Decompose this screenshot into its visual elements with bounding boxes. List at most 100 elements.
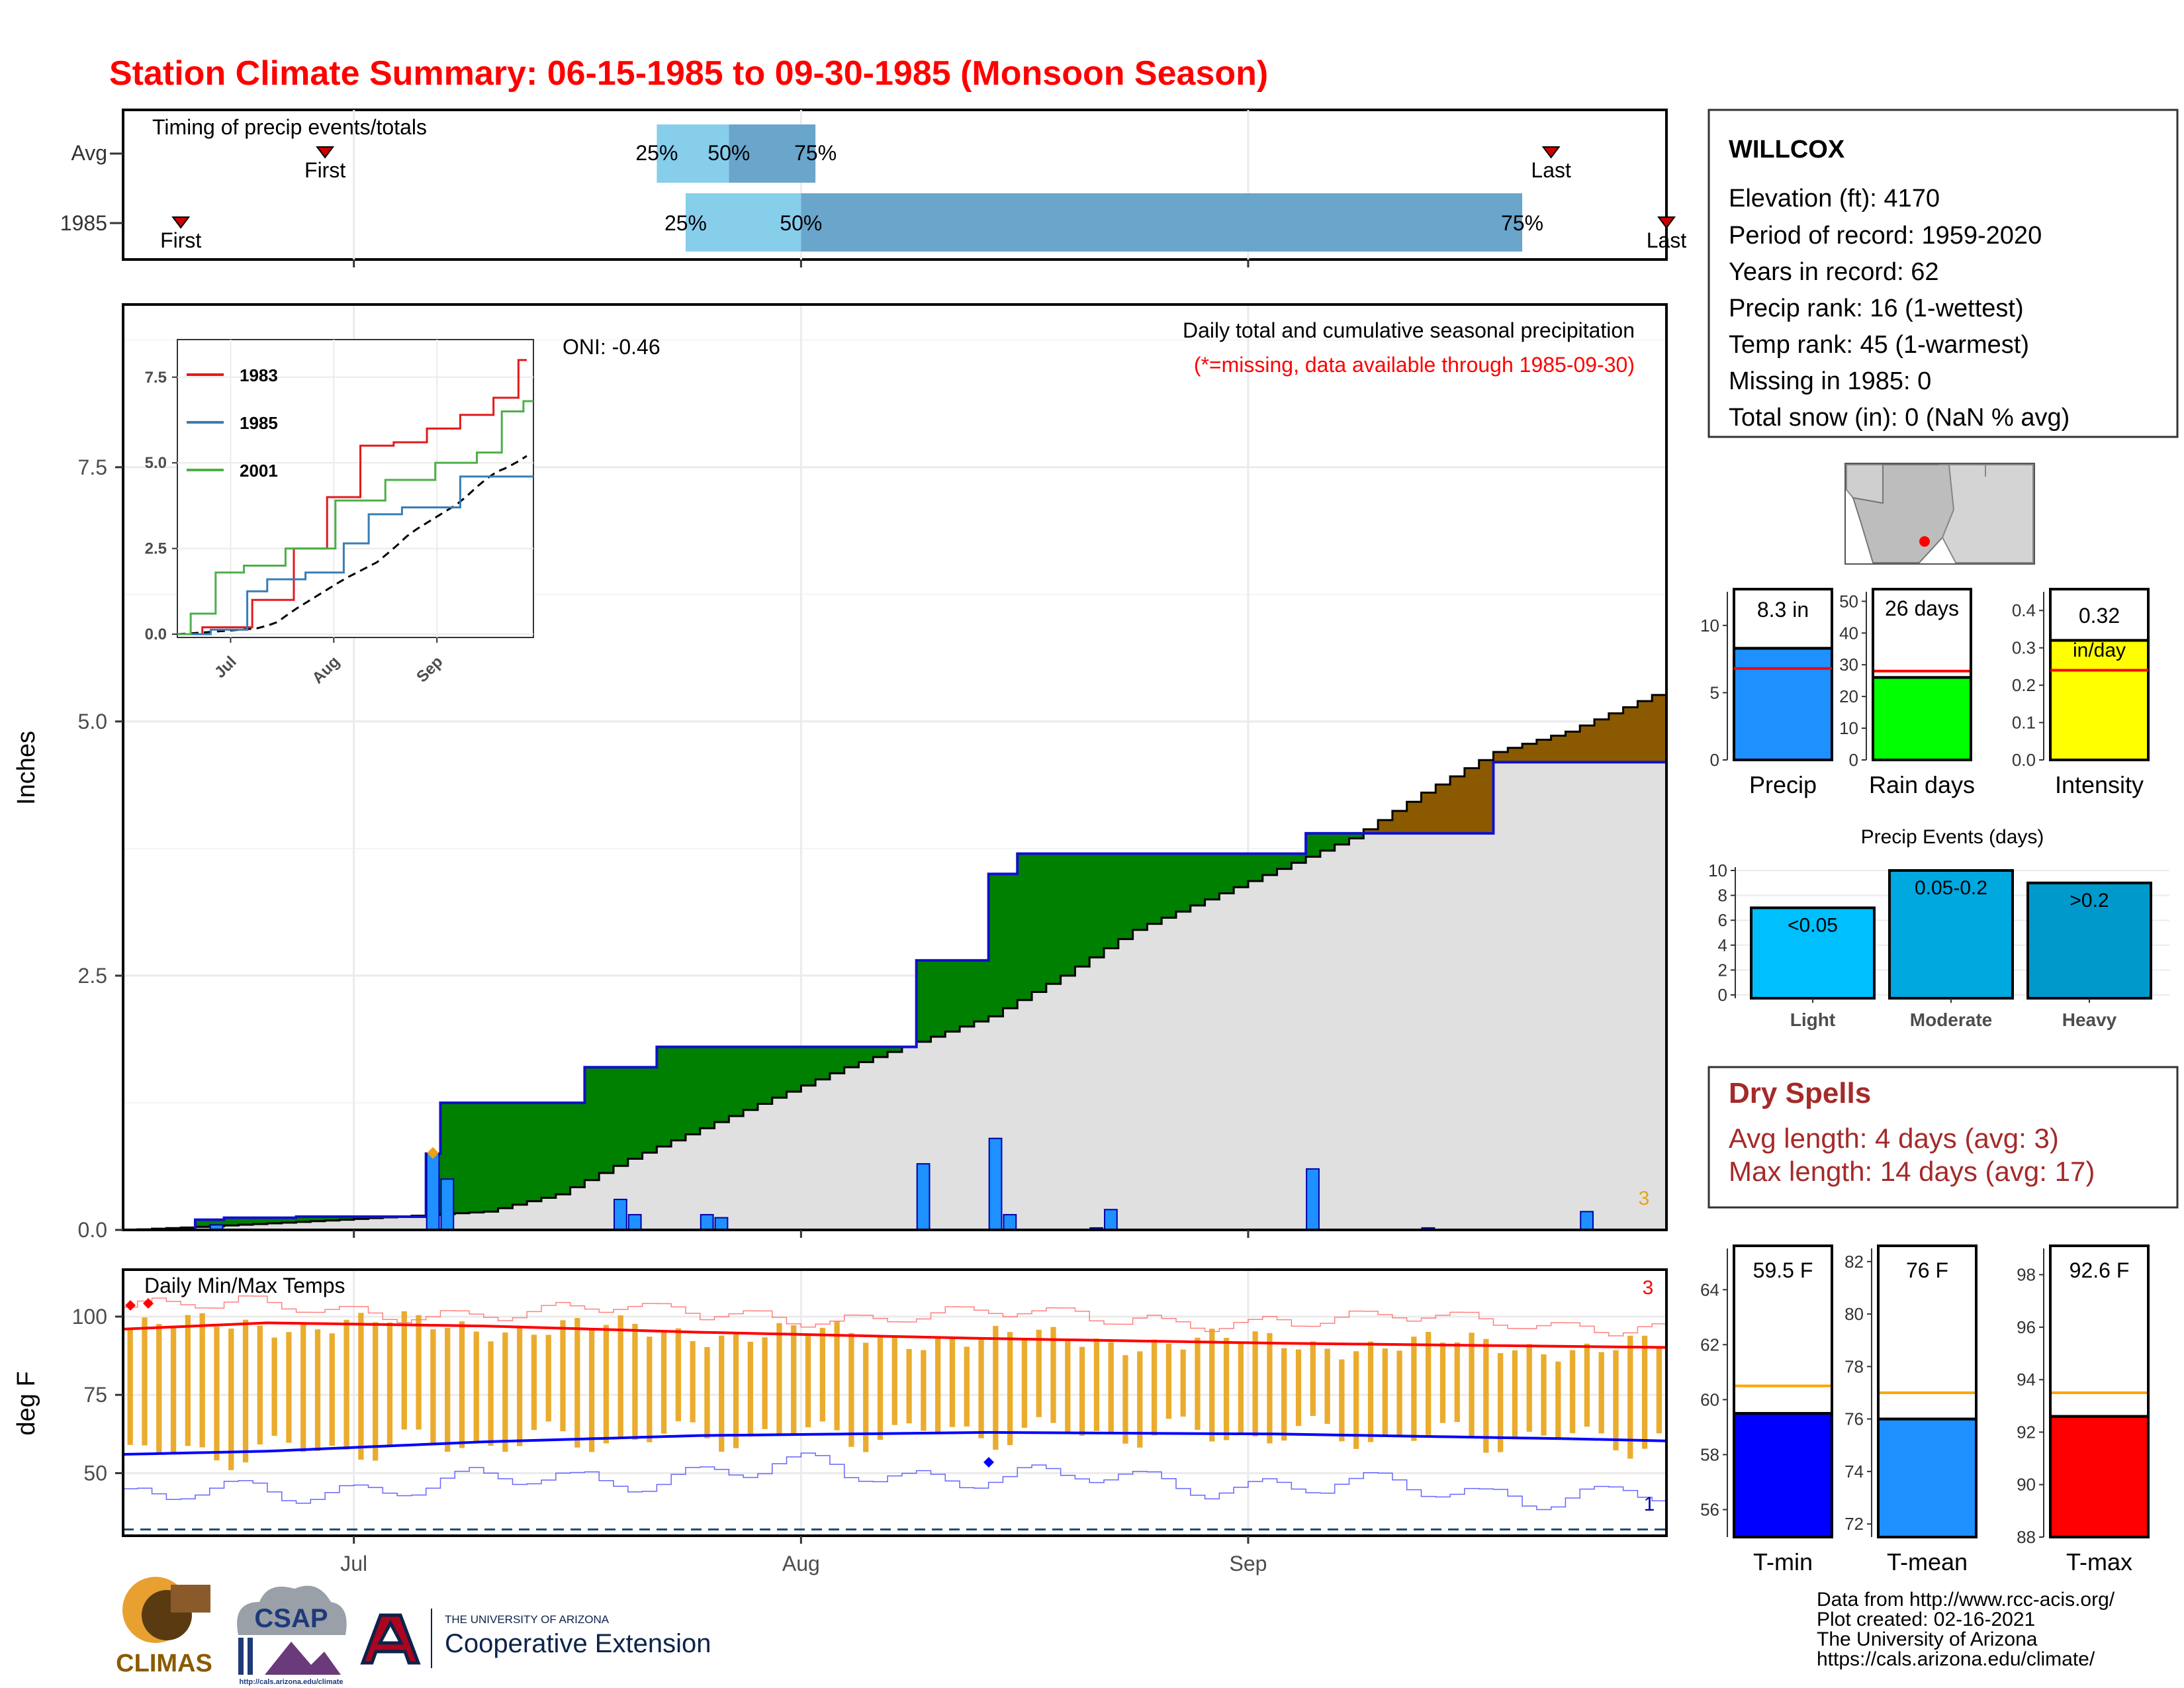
events-ytick-label: 6 bbox=[1718, 910, 1727, 930]
daily-temp-bar bbox=[1324, 1348, 1330, 1424]
summary-bar bbox=[1877, 1417, 1978, 1539]
summary-value-box bbox=[1733, 588, 1833, 650]
dry-spells-max: Max length: 14 days (avg: 17) bbox=[1729, 1156, 2095, 1187]
daily-temp-bar bbox=[314, 1329, 321, 1451]
legend-1985: 1985 bbox=[240, 413, 278, 433]
hot-marker-2 bbox=[143, 1298, 154, 1309]
daily-temp-bar bbox=[791, 1325, 797, 1435]
main-ytick-label: 0.0 bbox=[78, 1218, 107, 1242]
daily-precip-bars bbox=[209, 1137, 1594, 1230]
timing-row-avg: Avg bbox=[71, 141, 107, 165]
event-bar-moderate bbox=[1888, 869, 2014, 1000]
station-line-temp-rank: Temp rank: 45 (1-warmest) bbox=[1729, 331, 2029, 359]
daily-precip-bar bbox=[209, 1224, 224, 1230]
avg-p50-label: 50% bbox=[707, 141, 750, 165]
temp-summary-value: 76 F bbox=[1906, 1258, 1948, 1282]
daily-temp-bar bbox=[588, 1328, 595, 1452]
precip-missing-note: (*=missing, data available through 1985-… bbox=[1194, 353, 1635, 377]
avg-p25-label: 25% bbox=[635, 141, 678, 165]
precip-panel: Inches 0.0 2.5 5.0 7.5 ONI: -0.46 Daily tot… bbox=[13, 303, 1668, 1242]
daily-temp-bar bbox=[805, 1334, 811, 1428]
precip-events-chart: Precip Events (days) 0 2 4 6 8 10 <0.05 Light 0.… bbox=[1708, 826, 2169, 1030]
temp-panel: Daily Min/Max Temps deg F 3 1 50 75 100 Ju… bbox=[13, 1268, 1668, 1575]
y1985-first-label: First bbox=[160, 228, 201, 252]
dry-spells-title: Dry Spells bbox=[1729, 1077, 1871, 1109]
ua-logo-line-2: Cooperative Extension bbox=[445, 1629, 711, 1658]
summary-ytick-label: 74 bbox=[1844, 1462, 1864, 1481]
inset-series-2001 bbox=[177, 400, 533, 635]
daily-temp-bar bbox=[430, 1329, 436, 1443]
daily-temp-bar bbox=[1339, 1359, 1345, 1442]
summary-value-box bbox=[2049, 1244, 2150, 1418]
csap-logo-text: CSAP bbox=[254, 1604, 328, 1633]
precip-note: Daily total and cumulative seasonal prec… bbox=[1183, 318, 1635, 342]
daily-temp-bar bbox=[1656, 1346, 1662, 1434]
daily-temp-bar bbox=[660, 1332, 667, 1434]
inset-yticks: 0.0 2.5 5.0 7.5 bbox=[145, 369, 177, 643]
daily-precip-bar bbox=[1306, 1168, 1320, 1230]
summary-value-box bbox=[1733, 1244, 1833, 1415]
station-line-elevation: Elevation (ft): 4170 bbox=[1729, 185, 1940, 212]
summary-ytick-label: 80 bbox=[1844, 1304, 1864, 1324]
events-title: Precip Events (days) bbox=[1861, 826, 2044, 848]
main-xticks bbox=[353, 1230, 1250, 1238]
daily-temp-bar bbox=[416, 1315, 422, 1430]
summary-bar bbox=[1733, 1412, 1833, 1538]
event-bin-label: <0.05 bbox=[1788, 914, 1838, 936]
daily-temp-bar bbox=[906, 1348, 912, 1424]
daily-temp-bar bbox=[1598, 1352, 1604, 1434]
daily-temp-bar bbox=[185, 1315, 191, 1446]
above-avg-fill bbox=[195, 833, 1364, 1227]
daily-temp-bar bbox=[170, 1327, 177, 1452]
events-ytick-label: 4 bbox=[1718, 935, 1727, 955]
daily-temp-bar bbox=[1252, 1331, 1258, 1436]
daily-temp-bar bbox=[776, 1323, 782, 1434]
summary-ytick-label: 96 bbox=[2017, 1317, 2036, 1337]
temp-summary-value: 92.6 F bbox=[2070, 1258, 2130, 1282]
climas-logo: CLIMAS bbox=[116, 1577, 212, 1677]
summary-precip-chart: 0 5 10 Precip 8.3 in bbox=[1700, 588, 1833, 798]
daily-temp-bar bbox=[733, 1332, 739, 1448]
summary-category-label: Intensity bbox=[2055, 771, 2144, 798]
credit-line-3: The University of Arizona bbox=[1817, 1628, 2038, 1650]
event-bar-light bbox=[1750, 906, 1876, 1000]
daily-temp-bar bbox=[373, 1322, 379, 1461]
inset-legend: 1983 1985 2001 bbox=[187, 365, 278, 481]
summary-value-box bbox=[1877, 1244, 1978, 1421]
daily-temp-bar bbox=[358, 1313, 364, 1460]
dry-spells-box: Dry Spells Avg length: 4 days (avg: 3) M… bbox=[1707, 1066, 2179, 1209]
events-ytick-label: 8 bbox=[1718, 886, 1727, 906]
temp-xticks: Jul Aug Sep bbox=[340, 1536, 1267, 1575]
daily-temp-bar bbox=[1079, 1346, 1085, 1436]
daily-temp-bar bbox=[1584, 1343, 1590, 1427]
daily-temp-bar bbox=[1223, 1337, 1230, 1440]
csap-logo: CSAP http://cals.arizona.edu/climate bbox=[237, 1585, 347, 1686]
oni-label: ONI: -0.46 bbox=[563, 335, 660, 359]
station-info-box: WILLCOX Elevation (ft): 4170 Period of r… bbox=[1707, 109, 2179, 438]
temp-bars bbox=[127, 1311, 1662, 1470]
daily-temp-bar bbox=[199, 1313, 205, 1448]
summary-value-label: 8.3 in bbox=[1757, 598, 1809, 622]
daily-precip-bar bbox=[440, 1178, 455, 1230]
events-ytick-label: 2 bbox=[1718, 960, 1727, 980]
daily-temp-bar bbox=[1367, 1341, 1374, 1442]
daily-temp-bar bbox=[1439, 1342, 1446, 1423]
summary-ytick-label: 5 bbox=[1710, 682, 1719, 702]
inset-lines bbox=[177, 359, 533, 635]
y1985-first-marker bbox=[171, 216, 191, 229]
daily-temp-bar bbox=[156, 1324, 162, 1453]
daily-temp-bar bbox=[545, 1335, 551, 1422]
avg-cumulative-fill bbox=[123, 688, 1666, 1230]
summary-category-label: Precip bbox=[1749, 771, 1817, 798]
summary-t-min-chart: 56 58 60 62 64 T-min 59.5 F bbox=[1700, 1244, 1833, 1575]
inset-ytick-label: 5.0 bbox=[145, 454, 167, 472]
station-line-years: Years in record: 62 bbox=[1729, 258, 1939, 286]
avg-first-label: First bbox=[304, 158, 345, 182]
summary-value-box bbox=[2049, 588, 2150, 642]
daily-precip-bar bbox=[627, 1213, 642, 1230]
daily-temp-bar bbox=[848, 1333, 854, 1447]
page-title: Station Climate Summary: 06-15-1985 to 0… bbox=[109, 54, 1268, 93]
event-category-label: Light bbox=[1790, 1009, 1835, 1030]
dry-spells-avg: Avg length: 4 days (avg: 3) bbox=[1729, 1123, 2059, 1154]
daily-temp-bar bbox=[1498, 1353, 1504, 1452]
